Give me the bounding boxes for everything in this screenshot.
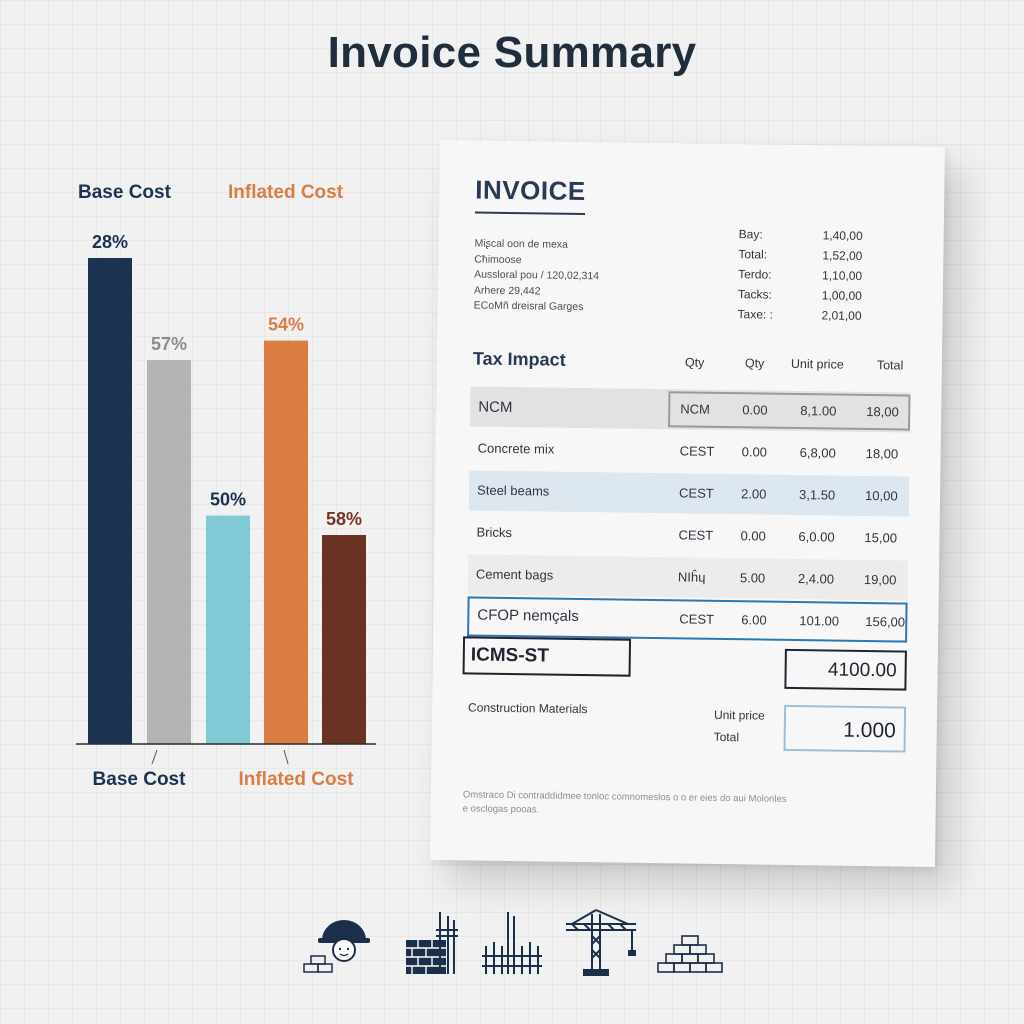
table-row-highlighted: CFOP nemçals CEST 6.00 101.00 156,00	[467, 596, 908, 643]
item-qty: 0.00	[742, 402, 768, 418]
tax-table: NCM NCM 0.00 8,1.00 18,00 Concrete mix C…	[467, 386, 911, 643]
item-code: CEST	[679, 611, 715, 627]
item-total: 156,00	[865, 613, 906, 630]
totals-row: Total: 1,52,00	[738, 244, 862, 266]
legend-inflated-cost: Inflated Cost	[228, 182, 344, 203]
invoice-title: INVOICE	[474, 174, 586, 216]
bar-label-4: 54%	[268, 315, 304, 335]
bar-label-1: 28%	[92, 232, 128, 252]
item-name: Cement bags	[475, 566, 554, 583]
bar-4	[264, 340, 308, 744]
column-header-total: Total	[876, 358, 904, 373]
bar-label-5: 58%	[326, 509, 362, 529]
table-row: NCM NCM 0.00 8,1.00 18,00	[470, 386, 911, 433]
tax-impact-title: Tax Impact	[472, 348, 566, 370]
item-total: 18,00	[866, 403, 899, 420]
unit-price-label: Unit price	[713, 707, 765, 723]
table-row: Cement bags NIĥɥ 5.00 2,4.00 19,00	[467, 554, 909, 601]
item-unit-price: 2,4.00	[797, 571, 835, 587]
column-header-unit-price: Unit price	[790, 356, 844, 372]
item-unit-price: 101.00	[799, 613, 840, 629]
x-tick-base	[151, 749, 158, 765]
item-total: 19,00	[863, 571, 897, 588]
page-title: Invoice Summary	[327, 28, 697, 77]
bars-group: 28% 57% 50% 54% 58%	[88, 232, 366, 744]
item-unit-price: 6,0.00	[798, 529, 835, 545]
invoice-totals: Bay: 1,40,00 Total: 1,52,00 Terdo: 1,10,…	[737, 224, 862, 326]
construction-materials-label: Construction Materials	[467, 700, 588, 717]
item-total: 15,00	[864, 529, 898, 546]
invoice-address: Miʂcal oon de mexa Cħimoose Aussloral po…	[474, 236, 600, 315]
item-qty: 0.00	[740, 528, 766, 544]
table-row: Concrete mix CEST 0.00 6,8,00 18,00	[469, 428, 910, 474]
table-row: Steel beams CEST 2.00 3,1.50 10,00	[468, 470, 910, 517]
item-name: NCM	[478, 398, 513, 417]
totals-row: Terdo: 1,10,00	[738, 264, 862, 286]
bar-label-3: 50%	[210, 490, 246, 510]
icon-row	[0, 906, 1024, 986]
item-code: CEST	[678, 485, 714, 501]
amount-value: 1.000	[783, 704, 907, 753]
item-qty: 6.00	[741, 612, 767, 628]
item-qty: 0.00	[741, 444, 768, 460]
x-tick-inflated	[283, 749, 289, 765]
item-total: 10,00	[864, 487, 898, 504]
totals-label: Taxe: :	[737, 307, 774, 322]
icms-st-label: ICMS-ST	[462, 636, 632, 677]
column-header-qty: Qty	[744, 356, 765, 371]
legend-base-cost: Base Cost	[78, 182, 172, 203]
totals-label: Bay:	[738, 227, 763, 242]
item-qty: 2.00	[740, 486, 767, 502]
totals-value: 1,40,00	[822, 228, 863, 243]
totals-value: 1,00,00	[821, 288, 862, 303]
totals-row: Tacks: 1,00,00	[738, 284, 862, 306]
table-row: Bricks CEST 0.00 6,0.00 15,00	[468, 512, 909, 558]
brick-wall-icon	[406, 912, 458, 974]
address-line: ECoMñ dreisral Garges	[473, 299, 584, 314]
address-line: Miʂcal oon de mexa	[474, 237, 569, 251]
rebar-icon	[482, 912, 542, 974]
item-name: Concrete mix	[477, 440, 555, 457]
item-name: Steel beams	[477, 482, 550, 499]
column-header-qty: Qty	[684, 355, 705, 370]
item-code: CEST	[678, 527, 714, 543]
totals-label: Terdo:	[738, 267, 772, 282]
bar-3	[206, 515, 250, 744]
totals-value: 1,52,00	[822, 248, 863, 263]
item-unit-price: 6,8,00	[799, 445, 836, 461]
invoice-document: INVOICE Miʂcal oon de mexa Cħimoose Auss…	[429, 140, 945, 867]
totals-row: Bay: 1,40,00	[739, 224, 863, 246]
item-qty: 5.00	[739, 570, 766, 586]
item-unit-price: 8,1.00	[800, 403, 837, 419]
bar-label-2: 57%	[151, 334, 187, 354]
total-label: Total	[713, 729, 740, 745]
totals-label: Total:	[738, 247, 768, 262]
address-line: Cħimoose	[474, 252, 522, 266]
item-name: CFOP nemçals	[477, 606, 579, 625]
item-code: CEST	[679, 443, 715, 459]
item-unit-price: 3,1.50	[798, 487, 836, 503]
icms-total-value: 4100.00	[784, 648, 907, 691]
item-code: NCM	[680, 401, 710, 417]
bar-5	[322, 535, 366, 744]
totals-label: Tacks:	[737, 287, 772, 302]
totals-row: Taxe: : 2,01,00	[737, 304, 861, 326]
item-code: NIĥɥ	[677, 569, 706, 585]
tower-crane-icon	[566, 909, 636, 976]
tax-table-header: Tax Impact Qty Qty Unit price Total	[472, 348, 913, 380]
totals-value: 1,10,00	[822, 268, 863, 283]
address-line: Aussloral pou / 120,02,314	[474, 268, 600, 283]
x-label-base-cost: Base Cost	[93, 769, 187, 790]
totals-value: 2,01,00	[821, 308, 862, 323]
invoice-footnote: Omstraco Di contraddidmee tonloc comnome…	[462, 789, 787, 816]
worker-helmet-icon	[303, 920, 370, 973]
address-line: Arhere 29,442	[473, 283, 541, 297]
item-name: Bricks	[476, 524, 513, 541]
brick-stack-icon	[657, 935, 723, 973]
item-total: 18,00	[865, 445, 899, 462]
bar-1	[88, 258, 132, 744]
x-label-inflated-cost: Inflated Cost	[238, 769, 354, 790]
bar-2	[147, 360, 191, 744]
